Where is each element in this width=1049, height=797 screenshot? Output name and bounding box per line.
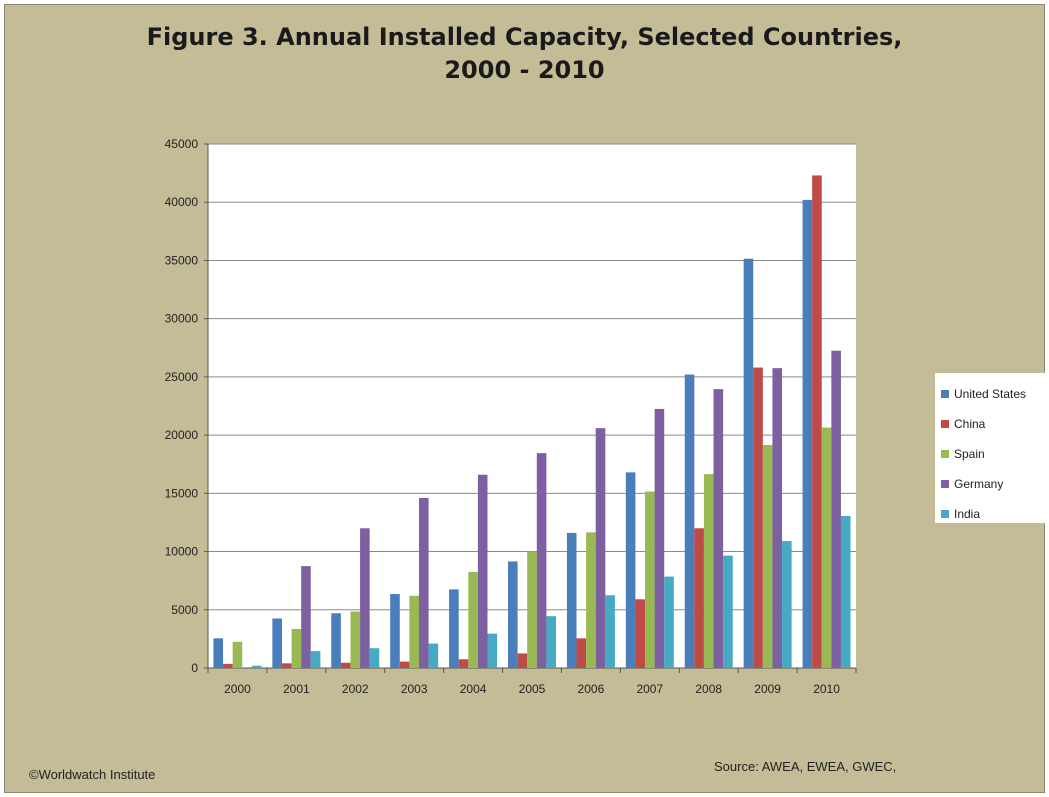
bar-united-states-2005 [508,561,518,668]
bar-united-states-2003 [390,594,400,668]
x-tick-label: 2003 [401,682,428,696]
bar-germany-2006 [595,428,606,668]
bar-united-states-2009 [743,258,754,668]
bar-germany-2007 [654,408,665,668]
bar-germany-2001 [301,566,311,668]
bar-china-2006 [576,638,587,668]
bar-spain-2006 [586,532,596,668]
bar-china-2003 [399,661,410,668]
y-tick-label: 35000 [165,253,199,267]
y-tick-label: 30000 [165,312,199,326]
y-tick-label: 45000 [165,137,199,151]
x-tick-label: 2010 [813,682,840,696]
bar-china-2001 [281,663,292,668]
y-tick-label: 20000 [165,428,199,442]
legend-item-china: China [941,409,1049,439]
legend-label: Germany [954,477,1004,491]
legend-swatch [941,450,949,458]
bar-india-2004 [487,633,498,668]
bar-united-states-2008 [684,374,695,668]
chart-title-line-1: Figure 3. Annual Installed Capacity, Sel… [146,23,903,51]
chart-area: 0 5000 10000 15000 20000 25000 30000 35000 40000… [165,137,857,696]
y-tick-label: 5000 [171,603,198,617]
bar-spain-2002 [350,611,361,668]
legend-label: United States [954,387,1027,401]
bar-china-2007 [635,599,646,668]
bar-spain-2005 [527,551,537,668]
bar-spain-2004 [468,571,478,668]
bar-united-states-2010 [802,199,813,669]
legend-label: India [954,507,981,521]
x-tick-label: 2008 [695,682,722,696]
bar-united-states-2000 [213,638,224,668]
x-tick-label: 2004 [460,682,487,696]
y-tick-label: 10000 [165,545,199,559]
legend-item-spain: Spain [941,439,1049,469]
bar-india-2003 [428,643,439,668]
bar-spain-2000 [232,641,243,668]
bar-germany-2004 [477,474,488,668]
legend-swatch [941,480,949,488]
bar-united-states-2004 [449,589,459,668]
bar-germany-2005 [536,453,547,668]
bar-united-states-2002 [331,613,341,668]
legend-swatch [941,420,949,428]
legend-label: Spain [954,447,985,461]
legend-item-india: India [941,499,1049,529]
bar-india-2006 [605,595,615,668]
legend-item-united-states: United States [941,379,1049,409]
legend-label: China [954,417,986,431]
chart-title-line-2: 2000 - 2010 [444,56,605,84]
bar-germany-2010 [831,350,841,668]
bar-india-2000 [251,665,262,668]
legend-swatch [941,510,949,518]
bar-united-states-2006 [566,532,577,668]
legend-swatch [941,390,949,398]
y-tick-label: 0 [191,661,198,675]
bar-spain-2003 [409,595,419,668]
bar-india-2002 [369,648,380,668]
bar-india-2007 [664,576,674,668]
bar-india-2001 [310,651,321,668]
bar-china-2002 [340,662,351,668]
y-tick-label: 40000 [165,195,199,209]
bar-spain-2001 [291,628,302,668]
bar-india-2008 [723,555,733,668]
bar-china-2009 [753,367,763,668]
legend-item-germany: Germany [941,469,1049,499]
x-tick-label: 2005 [519,682,546,696]
chart-frame: Figure 3. Annual Installed Capacity, Sel… [4,4,1049,793]
y-tick-label: 25000 [165,370,199,384]
legend: United States China Spain Germany India [935,373,1049,523]
chart-title: Figure 3. Annual Installed Capacity, Sel… [5,21,1044,87]
bar-china-2004 [458,659,469,668]
bar-china-2010 [812,175,822,668]
bar-india-2009 [782,541,792,668]
bar-spain-2007 [645,491,655,668]
bar-spain-2009 [762,445,773,668]
bar-china-2000 [223,663,233,668]
bar-germany-2002 [360,528,370,668]
bar-germany-2003 [418,497,429,668]
bar-germany-2008 [713,389,724,668]
x-tick-label: 2007 [636,682,663,696]
bar-india-2005 [546,616,556,668]
credit-text: ©Worldwatch Institute [29,767,156,782]
x-tick-label: 2002 [342,682,369,696]
x-tick-label: 2006 [578,682,605,696]
source-text: Source: AWEA, EWEA, GWEC, [714,759,897,774]
bar-spain-2010 [821,427,832,668]
bar-germany-2009 [772,368,783,668]
x-tick-label: 2000 [224,682,251,696]
bar-india-2010 [840,516,851,668]
y-tick-label: 15000 [165,486,199,500]
bar-china-2005 [517,653,528,668]
bar-china-2008 [694,528,704,668]
bar-united-states-2001 [272,618,282,668]
x-tick-label: 2009 [754,682,781,696]
x-tick-label: 2001 [283,682,310,696]
bar-spain-2008 [703,474,714,668]
bar-united-states-2007 [625,472,636,668]
